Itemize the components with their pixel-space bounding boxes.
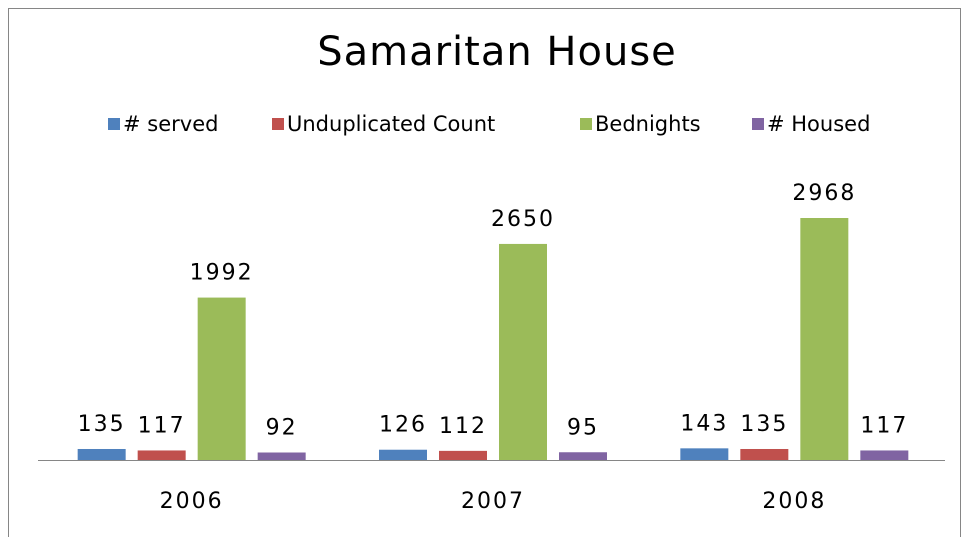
bar — [860, 450, 909, 460]
chart-title: Samaritan House — [317, 29, 677, 75]
x-tick-label: 2007 — [461, 489, 525, 514]
legend-label: Bednights — [595, 112, 701, 136]
data-label: 117 — [138, 413, 186, 438]
data-label: 143 — [680, 411, 728, 436]
data-label: 117 — [860, 413, 908, 438]
x-tick-label: 2006 — [160, 489, 224, 514]
bar — [197, 297, 246, 460]
legend-label: Unduplicated Count — [287, 112, 495, 136]
bar — [740, 448, 789, 460]
legend-label: # served — [123, 112, 218, 136]
data-label: 135 — [78, 412, 126, 437]
data-label: 92 — [266, 415, 298, 440]
bar — [379, 449, 427, 460]
chart-frame — [8, 8, 961, 537]
bar — [137, 450, 186, 460]
data-label: 95 — [567, 415, 599, 440]
bar — [77, 448, 126, 460]
bar — [680, 448, 729, 460]
legend-label: # Housed — [767, 112, 870, 136]
data-label: 1992 — [190, 261, 254, 286]
data-label: 2650 — [491, 207, 555, 232]
bar — [439, 450, 487, 460]
bar — [559, 452, 607, 460]
bar — [800, 218, 849, 460]
data-label: 126 — [379, 413, 427, 438]
legend-swatch — [580, 118, 592, 130]
data-label: 112 — [439, 414, 487, 439]
legend-swatch — [108, 118, 120, 130]
bar — [499, 243, 547, 460]
bar — [257, 452, 306, 460]
x-tick-label: 2008 — [762, 489, 826, 514]
legend-swatch — [752, 118, 764, 130]
legend-swatch — [272, 118, 284, 130]
data-label: 135 — [740, 412, 788, 437]
data-label: 2968 — [792, 181, 856, 206]
